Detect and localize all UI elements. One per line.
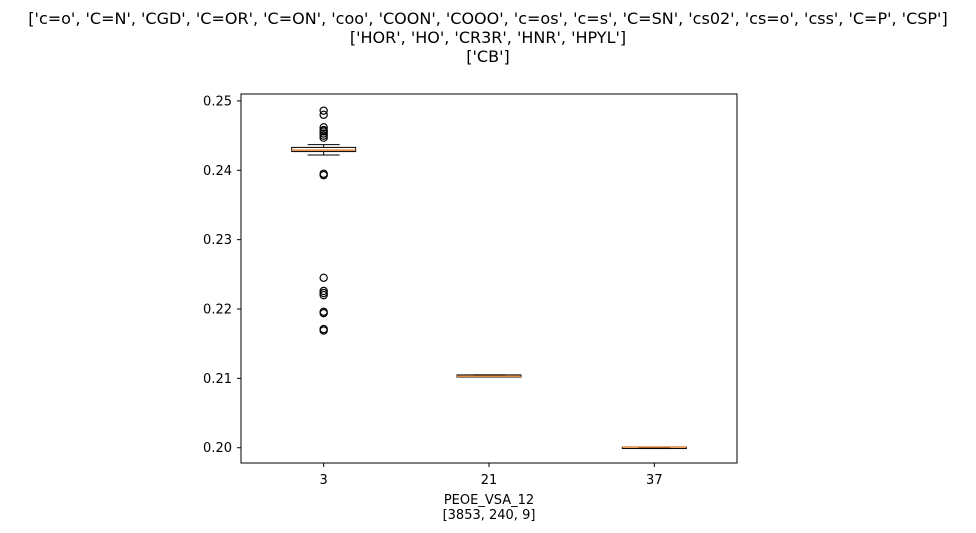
box-series — [291, 106, 687, 450]
y-axis: 0.20 0.21 0.22 0.23 0.24 0.25 — [203, 94, 241, 456]
flier-point — [319, 110, 328, 120]
x-axis-label-line: [3853, 240, 9] — [443, 508, 536, 523]
y-tick-label: 0.20 — [203, 441, 232, 456]
box-3 — [291, 106, 357, 335]
x-tick-label: 3 — [320, 473, 328, 488]
box-21 — [456, 374, 522, 378]
y-tick-label: 0.21 — [203, 372, 232, 387]
y-tick-label: 0.23 — [203, 233, 232, 248]
flier-point — [319, 170, 328, 180]
flier-point — [319, 290, 328, 300]
x-axis-label-line: PEOE_VSA_12 — [444, 493, 534, 508]
chart-title: ['c=o', 'C=N', 'CGD', 'C=OR', 'C=ON', 'c… — [28, 9, 947, 66]
flier-point — [319, 326, 328, 335]
x-tick-label: 21 — [481, 473, 498, 488]
x-axis-label: PEOE_VSA_12[3853, 240, 9] — [443, 493, 536, 523]
chart-title-line: ['CB'] — [466, 47, 509, 66]
y-tick-label: 0.22 — [203, 303, 232, 318]
flier-point — [319, 133, 328, 142]
x-tick-label: 37 — [646, 473, 663, 488]
flier-point — [319, 123, 328, 132]
flier-point — [319, 106, 328, 115]
y-tick-label: 0.24 — [203, 164, 232, 179]
plot-area — [240, 93, 738, 464]
flier-point — [319, 273, 328, 283]
x-axis: 3 21 37 — [320, 463, 663, 488]
box-37 — [621, 446, 687, 450]
chart-title-line: ['HOR', 'HO', 'CR3R', 'HNR', 'HPYL'] — [350, 28, 626, 47]
flier-point — [319, 308, 328, 318]
y-tick-label: 0.25 — [203, 94, 232, 109]
chart-title-line: ['c=o', 'C=N', 'CGD', 'C=OR', 'C=ON', 'c… — [28, 9, 947, 28]
